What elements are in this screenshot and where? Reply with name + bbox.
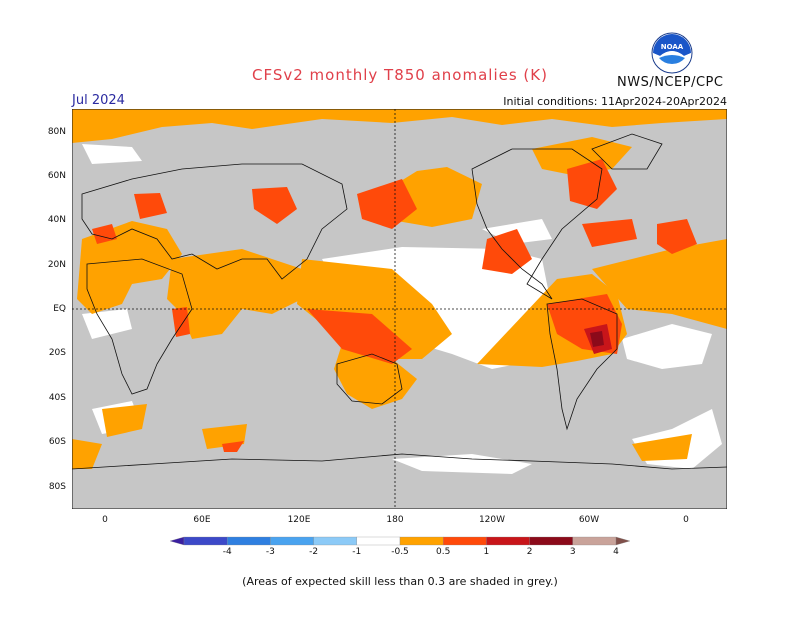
- coastlines: [72, 133, 727, 470]
- skill-footnote: (Areas of expected skill less than 0.3 a…: [242, 575, 558, 588]
- colorbar-cell: [486, 536, 530, 546]
- colorbar-tick-label: -1: [352, 547, 362, 557]
- lat-label-20s: 20S: [48, 348, 66, 358]
- colorbar-cell: [529, 536, 573, 546]
- colorbar-cell: [356, 536, 401, 546]
- lat-label-40n: 40N: [47, 215, 66, 225]
- colorbar-cell: [313, 536, 357, 546]
- colorbar-cell: [183, 536, 228, 546]
- lon-label-120e: 120E: [287, 515, 311, 525]
- agency-label: NWS/NCEP/CPC: [617, 75, 724, 90]
- colorbar-cell: [615, 536, 630, 546]
- colorbar-tick-label: -3: [265, 547, 275, 557]
- map-title: CFSv2 monthly T850 anomalies (K): [252, 66, 548, 84]
- lat-label-20n: 20N: [47, 260, 66, 270]
- lat-label-80n: 80N: [47, 127, 66, 137]
- lat-label-60s: 60S: [48, 437, 66, 447]
- colorbar-tick-label: 2: [526, 547, 533, 557]
- colorbar-cell: [270, 536, 314, 546]
- colorbar-cell: [227, 536, 271, 546]
- lon-label-180: 180: [386, 515, 404, 525]
- colorbar-tick-label: -4: [222, 547, 232, 557]
- lat-label-60n: 60N: [47, 171, 66, 181]
- colorbar-cell: [572, 536, 617, 546]
- noaa-logo: NOAA: [651, 32, 693, 74]
- lon-label-0: 0: [102, 515, 108, 525]
- colorbar-cells: [170, 536, 630, 546]
- colorbar-tick-label: -2: [309, 547, 319, 557]
- colorbar-cell: [399, 536, 444, 546]
- lon-label-120w: 120W: [478, 515, 506, 525]
- lat-label-eq: EQ: [53, 304, 66, 314]
- forecast-month: Jul 2024: [72, 93, 125, 108]
- colorbar-tick-label: 3: [569, 547, 576, 557]
- colorbar-tick-label: 4: [613, 547, 619, 557]
- colorbar-tick-label: 1: [483, 547, 490, 557]
- noaa-logo-text: NOAA: [661, 43, 684, 51]
- colorbar: [170, 536, 630, 546]
- initial-conditions: Initial conditions: 11Apr2024-20Apr2024: [503, 95, 727, 108]
- colorbar-tick-label: -0.5: [391, 547, 409, 557]
- anomaly-map: [72, 109, 727, 509]
- lat-label-40s: 40S: [48, 393, 66, 403]
- lon-label-60e: 60E: [193, 515, 211, 525]
- lon-label-60w: 60W: [578, 515, 600, 525]
- colorbar-cell: [443, 536, 487, 546]
- colorbar-cell: [170, 536, 185, 546]
- anomaly-3-4: [590, 331, 604, 347]
- colorbar-tick-label: 0.5: [436, 547, 451, 557]
- lon-label-0-east: 0: [683, 515, 689, 525]
- lat-label-80s: 80S: [48, 482, 66, 492]
